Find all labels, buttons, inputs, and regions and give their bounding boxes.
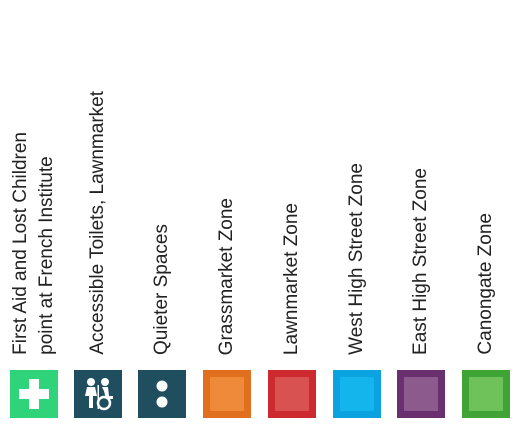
legend-label: Lawnmarket Zone (279, 203, 305, 355)
legend-item-grassmarket-zone: Grassmarket Zone (203, 0, 251, 441)
swatch-fill (210, 377, 244, 411)
label-line: West High Street Zone (346, 163, 367, 355)
legend-label: Grassmarket Zone (214, 198, 240, 355)
label-line: Lawnmarket Zone (281, 202, 302, 355)
swatch-fill (275, 377, 309, 411)
legend-label: Accessible Toilets, Lawnmarket (85, 91, 111, 355)
legend-item-accessible-toilets: Accessible Toilets, Lawnmarket (74, 0, 122, 441)
quieter-spaces-icon (138, 370, 186, 418)
legend-label: West High Street Zone (344, 163, 370, 355)
west-high-street-zone-swatch (333, 370, 381, 418)
legend-item-first-aid: First Aid and Lost Children point at Fre… (10, 0, 58, 441)
legend-label: Canongate Zone (473, 213, 499, 355)
legend-label: First Aid and Lost Children point at Fre… (8, 132, 60, 355)
label-line: East High Street Zone (410, 168, 431, 355)
canongate-zone-swatch (462, 370, 510, 418)
legend-item-quieter-spaces: Quieter Spaces (138, 0, 186, 441)
accessible-toilet-icon (74, 370, 122, 418)
label-line: First Aid and Lost Children (10, 132, 31, 355)
label-line: Quieter Spaces (151, 224, 172, 355)
lawnmarket-zone-swatch (268, 370, 316, 418)
east-high-street-zone-swatch (397, 370, 445, 418)
legend-item-west-high-street-zone: West High Street Zone (333, 0, 381, 441)
swatch-fill (404, 377, 438, 411)
label-line: Accessible Toilets, Lawnmarket (87, 91, 108, 355)
legend-label: East High Street Zone (408, 168, 434, 355)
swatch-fill (469, 377, 503, 411)
swatch-fill (340, 377, 374, 411)
label-line: Grassmarket Zone (216, 197, 237, 355)
first-aid-cross-icon (10, 370, 58, 418)
legend-label: Quieter Spaces (149, 224, 175, 355)
legend-item-lawnmarket-zone: Lawnmarket Zone (268, 0, 316, 441)
label-line: Canongate Zone (475, 213, 496, 355)
label-line: point at French Institute (36, 156, 57, 355)
grassmarket-zone-swatch (203, 370, 251, 418)
legend-item-east-high-street-zone: East High Street Zone (397, 0, 445, 441)
legend-item-canongate-zone: Canongate Zone (462, 0, 510, 441)
